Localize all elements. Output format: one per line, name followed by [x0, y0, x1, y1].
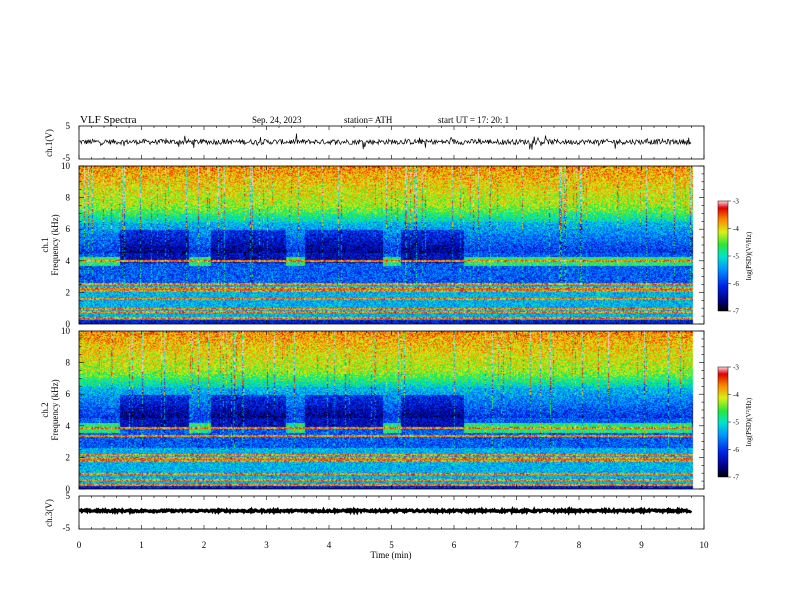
ch2-spectrogram-image [79, 331, 704, 489]
x-tick-label-3: 3 [264, 540, 269, 550]
ch1-ytick-top: 5 [66, 121, 71, 131]
x-axis-tick-labels: 0 1 2 3 4 5 6 7 8 9 10 [77, 540, 709, 550]
x-axis-label: Time (min) [371, 550, 412, 560]
ch1-waveform-panel: 5 -5 ch.1(V) [44, 121, 705, 163]
ch1-colorbar-ticks: -3 -4 -5 -6 -7 [728, 198, 739, 316]
ch1-xtick-group [78, 126, 705, 159]
ch1-spectrogram-panel: 0 2 4 6 8 10 ch.1 Frequency (kHz) [40, 161, 705, 329]
x-tick-label-4: 4 [327, 540, 332, 550]
ch2-colorbar-label: log(PSD)(V²/Hz) [745, 397, 753, 446]
start-time: start UT = 17: 20: 1 [438, 115, 509, 125]
ch2-spectrogram-ylabel-freq: Frequency (kHz) [50, 379, 60, 440]
ch1-ylabel: ch.1(V) [44, 129, 54, 157]
colorbar-tick-label--6: -6 [733, 446, 739, 454]
x-tick-label-2: 2 [202, 540, 207, 550]
ch1-spectrogram-image [79, 166, 704, 324]
ch2-spec-ytick-label-2: 2 [66, 452, 71, 462]
colorbar-tick-label--3: -3 [733, 364, 739, 372]
ch1-colorbar: -3 -4 -5 -6 -7 log(PSD)(V²/Hz) [717, 198, 753, 316]
ch1-spec-ytick-label-0: 0 [66, 319, 71, 329]
ch1-spec-ytick-label-6: 6 [66, 224, 71, 234]
ch1-spectrogram-ytick-group: 0 2 4 6 8 10 [61, 161, 704, 329]
x-tick-label-1: 1 [139, 540, 144, 550]
colorbar-tick-label--4: -4 [733, 391, 739, 399]
recording-date: Sep. 24, 2023 [252, 115, 302, 125]
ch1-spectrogram-ylabel-channel: ch.1 [40, 237, 50, 252]
x-tick-label-7: 7 [514, 540, 519, 550]
ch3-waveform-trace [78, 505, 693, 516]
ch1-spec-ytick-label-8: 8 [66, 193, 71, 203]
ch3-ytick-bottom: -5 [63, 523, 71, 533]
colorbar-tick-label--4: -4 [733, 225, 739, 233]
x-tick-label-8: 8 [577, 540, 582, 550]
x-tick-label-9: 9 [639, 540, 644, 550]
ch3-waveform-panel: 5 -5 ch.3(V) [44, 491, 705, 533]
colorbar-tick-label--7: -7 [733, 308, 739, 316]
x-tick-label-5: 5 [389, 540, 394, 550]
ch1-spec-ytick-label-10: 10 [61, 161, 71, 171]
ch1-spectrogram-xtick-group [78, 166, 705, 324]
colorbar-tick-label--5: -5 [733, 419, 739, 427]
ch3-ylabel: ch.3(V) [44, 499, 54, 527]
ch2-colorbar-gradient [718, 367, 728, 477]
colorbar-tick-label--7: -7 [733, 474, 739, 482]
colorbar-tick-label--3: -3 [733, 198, 739, 206]
ch1-colorbar-gradient [718, 201, 728, 311]
ch2-colorbar-ticks: -3 -4 -5 -6 -7 [728, 364, 739, 482]
ch3-xtick-group [78, 496, 705, 529]
ch2-spec-ytick-label-6: 6 [66, 389, 71, 399]
station-name: station= ATH [344, 115, 393, 125]
ch2-spec-ytick-label-8: 8 [66, 358, 71, 368]
ch1-spec-ytick-label-2: 2 [66, 287, 71, 297]
ch2-spectrogram-xtick-group [78, 331, 705, 489]
colorbar-tick-label--5: -5 [733, 253, 739, 261]
ch1-spec-ytick-label-4: 4 [66, 256, 71, 266]
ch1-colorbar-label: log(PSD)(V²/Hz) [745, 231, 753, 280]
figure-title: VLF Spectra [80, 114, 137, 126]
ch3-ytick-top: 5 [66, 491, 71, 501]
ch2-colorbar: -3 -4 -5 -6 -7 log(PSD)(V²/Hz) [717, 364, 753, 482]
colorbar-tick-label--6: -6 [733, 280, 739, 288]
ch2-spectrogram-ylabel-channel: ch.2 [40, 402, 50, 417]
x-tick-label-0: 0 [77, 540, 82, 550]
ch2-spec-ytick-label-0: 0 [66, 484, 71, 494]
ch2-spectrogram-ytick-group: 0 2 4 6 8 10 [61, 326, 704, 494]
ch1-waveform-trace [78, 133, 692, 150]
x-tick-label-6: 6 [452, 540, 457, 550]
ch1-spectrogram-ylabel-freq: Frequency (kHz) [50, 214, 60, 275]
ch1-ytick-bottom: -5 [63, 153, 71, 163]
ch2-spec-ytick-label-10: 10 [61, 326, 71, 336]
ch2-spec-ytick-label-4: 4 [66, 421, 71, 431]
x-tick-label-10: 10 [700, 540, 710, 550]
ch2-spectrogram-panel: 0 2 4 6 8 10 ch.2 Frequency (kHz) [40, 326, 705, 494]
